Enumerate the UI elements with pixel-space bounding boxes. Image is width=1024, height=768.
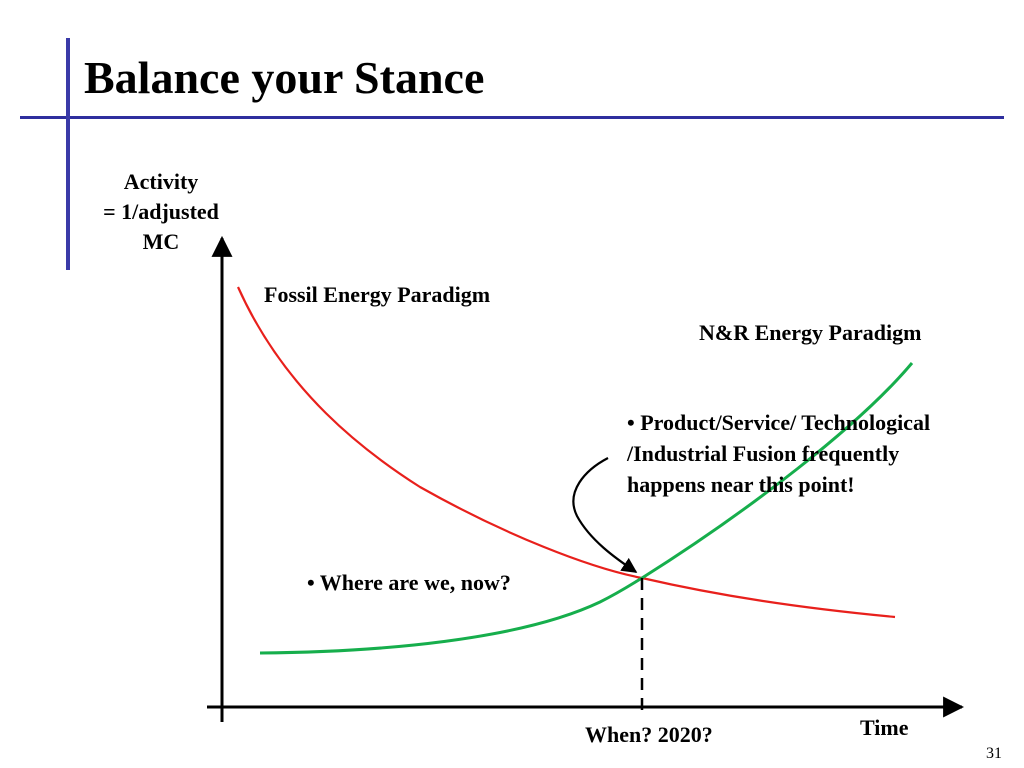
x-axis-label: Time — [860, 715, 909, 740]
nr-energy-curve — [259, 362, 914, 655]
callout-pointer-arrow — [572, 457, 638, 573]
left-accent-bar — [66, 38, 70, 270]
where-are-we-note: • Where are we, now? — [307, 570, 511, 595]
crossing-year-label: When? 2020? — [585, 722, 713, 747]
title-underline — [20, 116, 1004, 119]
y-axis-label-line-2: = 1/adjusted — [103, 199, 219, 224]
fossil-curve-label: Fossil Energy Paradigm — [264, 282, 490, 307]
slide-title: Balance your Stance — [84, 52, 485, 103]
y-axis-label-line-1: Activity — [123, 169, 199, 194]
y-axis-label-line-3: MC — [142, 229, 180, 254]
fossil-energy-curve — [236, 286, 896, 619]
slide-number: 31 — [986, 745, 1002, 762]
nr-curve-label: N&R Energy Paradigm — [699, 320, 921, 345]
fusion-callout-text: • Product/Service/ Technological /Indust… — [627, 410, 931, 497]
y-axis-label: Activity = 1/adjusted MC — [86, 167, 236, 257]
